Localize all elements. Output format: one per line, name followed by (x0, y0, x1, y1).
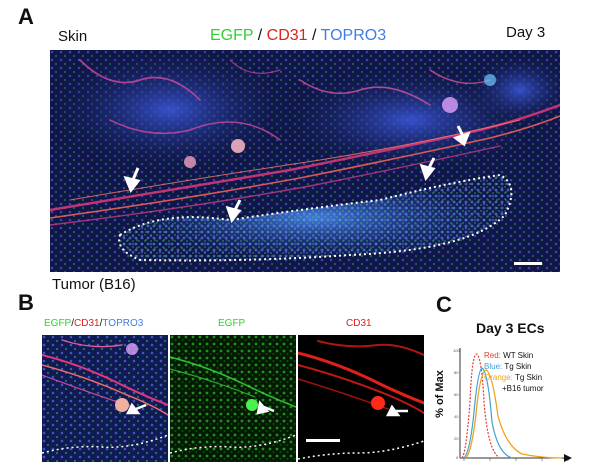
panel-b-cd31-image (298, 335, 424, 462)
stain-cd31-label: CD31 (266, 27, 308, 44)
panel-b-egfp-image (170, 335, 296, 462)
stain-slash-2: / (312, 27, 317, 44)
panel-b-egfp-label: EGFP (218, 318, 246, 329)
legend-orange-key: Orange: (484, 373, 513, 382)
legend-red: Red: WT Skin (484, 350, 544, 361)
panel-b-merge-legend: EGFP/CD31/TOPRO3 (44, 318, 143, 329)
panel-a-stain-legend: EGFP / CD31 / TOPRO3 (210, 27, 386, 45)
y-tick-20: 20 (454, 436, 459, 441)
panel-c-histogram: 100 80 60 40 20 0 (452, 342, 572, 467)
panel-a-letter: A (18, 4, 34, 29)
legend-orange: Orange: Tg Skin (484, 372, 544, 383)
legend-orange-line2: +B16 tumor (484, 383, 544, 394)
legend-red-text: WT Skin (503, 351, 534, 360)
y-tick-60: 60 (454, 392, 459, 397)
y-tick-80: 80 (454, 370, 459, 375)
panel-a-scale-bar (514, 262, 542, 265)
histogram-svg: 100 80 60 40 20 0 (453, 348, 572, 462)
curve-wt-skin (461, 353, 501, 459)
panel-c-legend: Red: WT Skin Blue: Tg Skin Orange: Tg Sk… (484, 350, 544, 394)
panel-b-scale-bar (306, 439, 340, 442)
legend-red-key: Red: (484, 351, 501, 360)
legend-blue-text: Tg Skin (504, 362, 532, 371)
y-tick-100: 100 (453, 348, 460, 353)
stain-topro3-label: TOPRO3 (320, 27, 387, 44)
legend-blue: Blue: Tg Skin (484, 361, 544, 372)
panel-a-micrograph (50, 50, 560, 272)
panel-c-title: Day 3 ECs (476, 320, 545, 336)
label-tumor: Tumor (B16) (52, 276, 136, 293)
y-tick-40: 40 (454, 414, 459, 419)
legend-blue-key: Blue: (484, 362, 503, 371)
panel-a-arrows (123, 125, 471, 224)
legend-orange-text: Tg Skin (514, 373, 543, 382)
panel-c-letter: C (436, 292, 452, 317)
merge-topro3-label: TOPRO3 (102, 318, 144, 329)
curve-tg-skin-b16 (465, 369, 563, 459)
panel-c-y-label: % of Max (434, 370, 446, 418)
panel-b-merge-image (42, 335, 168, 462)
stain-egfp-label: EGFP (210, 27, 254, 44)
merge-slash-2: / (99, 318, 103, 329)
merge-cd31-label: CD31 (74, 318, 100, 329)
panel-a-image (50, 50, 560, 272)
stain-slash-1: / (257, 27, 263, 44)
label-day: Day 3 (506, 24, 546, 41)
y-tick-labels: 100 80 60 40 20 0 (453, 348, 460, 460)
label-skin: Skin (58, 28, 88, 45)
merge-slash-1: / (71, 318, 75, 329)
merge-egfp-label: EGFP (44, 318, 72, 329)
legend-orange-text2: +B16 tumor (502, 384, 544, 393)
y-tick-0: 0 (456, 455, 459, 460)
panel-b-cd31-label: CD31 (346, 318, 372, 329)
panel-b-letter: B (18, 290, 34, 315)
curve-tg-skin (463, 367, 513, 459)
